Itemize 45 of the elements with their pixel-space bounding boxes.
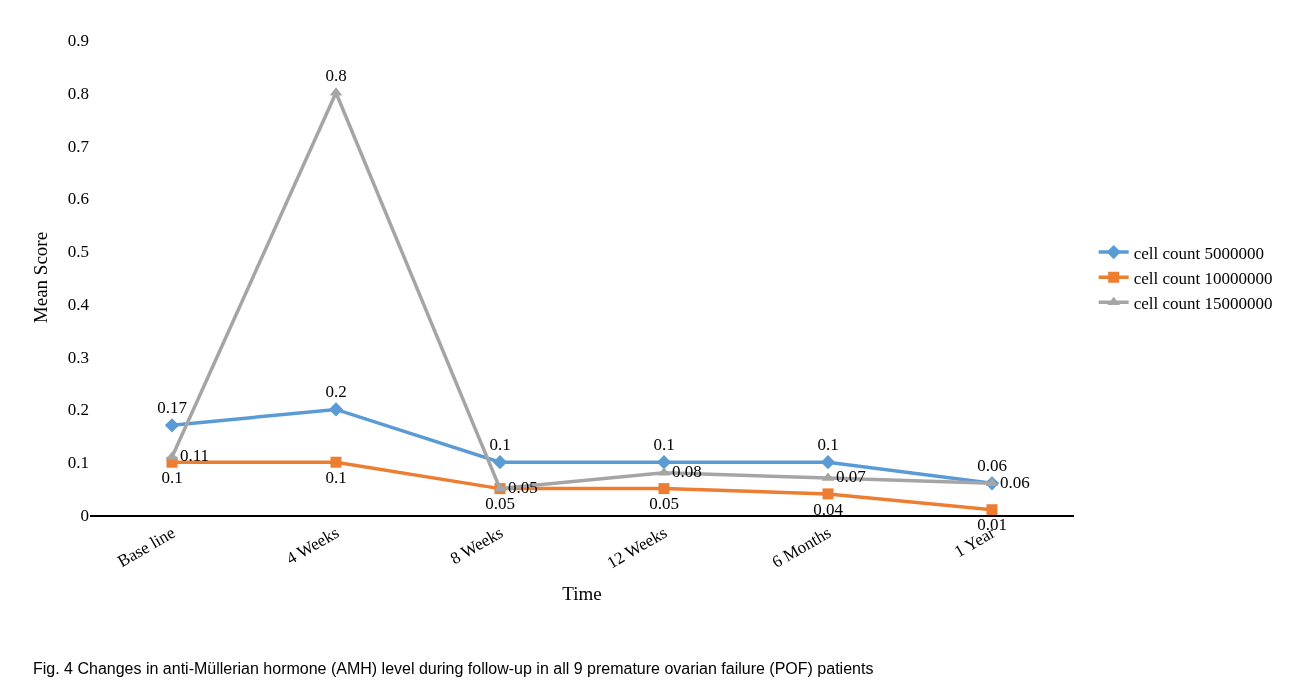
data-label: 0.17 bbox=[157, 398, 188, 418]
data-label: 0.08 bbox=[671, 462, 702, 482]
x-tick-label: Base line bbox=[114, 523, 179, 571]
point bbox=[820, 455, 836, 470]
x-axis-title: Time bbox=[562, 582, 602, 604]
y-tick-label: 0.2 bbox=[67, 400, 89, 420]
y-tick-label: 0 bbox=[80, 505, 89, 525]
data-label: 0.1 bbox=[817, 435, 839, 455]
y-tick-label: 0.5 bbox=[67, 242, 89, 262]
legend-label: cell count 10000000 bbox=[1133, 268, 1273, 288]
data-label: 0.05 bbox=[485, 494, 515, 514]
point bbox=[164, 418, 180, 433]
y-tick-label: 0.6 bbox=[67, 189, 89, 209]
data-label: 0.05 bbox=[649, 494, 679, 514]
y-tick-label: 0.8 bbox=[67, 83, 89, 103]
data-label: 0.1 bbox=[489, 435, 511, 455]
legend-label: cell count 5000000 bbox=[1133, 243, 1264, 263]
y-tick-label: 0.7 bbox=[67, 136, 90, 156]
point bbox=[986, 504, 998, 516]
point bbox=[822, 488, 834, 500]
y-tick-label: 0.4 bbox=[67, 294, 90, 314]
y-tick-label: 0.9 bbox=[67, 30, 89, 50]
legend-label: cell count 15000000 bbox=[1133, 293, 1273, 313]
point bbox=[330, 456, 342, 468]
x-tick-label: 4 Weeks bbox=[283, 523, 343, 569]
data-label: 0.11 bbox=[179, 446, 209, 466]
data-label: 0.8 bbox=[325, 65, 347, 85]
x-tick-label: 8 Weeks bbox=[447, 523, 507, 569]
point bbox=[658, 483, 670, 495]
data-label: 0.07 bbox=[835, 467, 867, 487]
data-label: 0.04 bbox=[813, 499, 844, 519]
y-tick-label: 0.1 bbox=[67, 453, 89, 473]
point bbox=[656, 455, 672, 470]
data-label: 0.05 bbox=[507, 477, 538, 497]
y-tick-label: 0.3 bbox=[67, 347, 89, 367]
data-label: 0.1 bbox=[325, 467, 347, 487]
point bbox=[985, 477, 999, 487]
data-label: 0.1 bbox=[161, 467, 183, 487]
data-label: 0.2 bbox=[325, 382, 347, 402]
caption: Fig. 4 Changes in anti-Müllerian hormone (AMH) level during follow-up in all 9 premature ovarian failure (POF) patients bbox=[33, 660, 874, 677]
y-axis-title: Mean Score bbox=[29, 231, 51, 324]
data-label: 0.1 bbox=[653, 435, 675, 455]
point bbox=[328, 402, 344, 417]
x-tick-label: 12 Weeks bbox=[603, 523, 671, 573]
point bbox=[492, 455, 508, 470]
